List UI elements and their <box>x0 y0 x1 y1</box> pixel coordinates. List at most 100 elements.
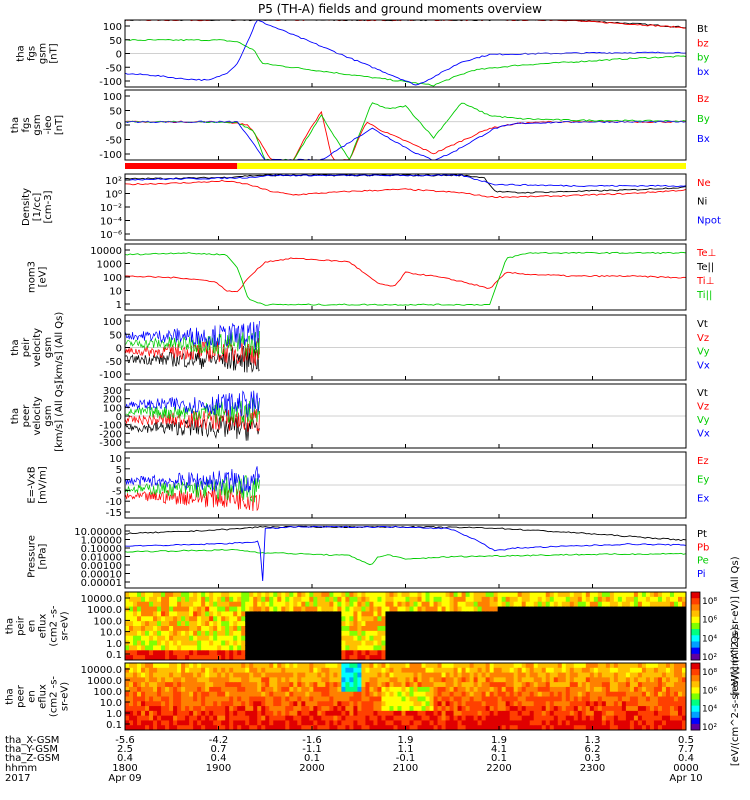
spectrogram-cell <box>301 667 306 674</box>
series-line-Bz <box>125 110 686 160</box>
spectrogram-cell <box>381 701 386 707</box>
spectrogram-cell <box>497 592 503 598</box>
spectrogram-cell <box>593 677 599 683</box>
spectrogram-cell <box>557 686 563 693</box>
spectrogram-cell <box>153 672 158 678</box>
spectrogram-cell <box>345 710 350 717</box>
spectrogram-cell <box>297 645 302 651</box>
spectrogram-cell <box>409 667 415 674</box>
spectrogram-cell <box>329 621 334 627</box>
spectrogram-cell <box>225 592 230 598</box>
spectrogram-cell <box>133 606 138 612</box>
spectrogram-cell <box>129 655 134 660</box>
spectrogram-cell <box>325 635 330 642</box>
spectrogram-cell <box>401 677 406 683</box>
spectrogram-cell <box>429 667 435 674</box>
spectrogram-cell <box>433 686 439 693</box>
spectrogram-cell <box>205 725 210 730</box>
spectrogram-cell <box>565 655 571 660</box>
spectrogram-cell <box>541 596 547 603</box>
spectrogram-cell <box>245 720 250 726</box>
spectrogram-cell <box>373 621 378 627</box>
spectrogram-cell <box>605 645 611 651</box>
colorbar-segment <box>691 681 700 688</box>
spectrogram-cell <box>345 592 350 598</box>
spectrogram-cell <box>201 592 206 598</box>
spectrogram-cell <box>253 706 258 712</box>
spectrogram-cell <box>165 596 170 603</box>
spectrogram-cell <box>569 677 575 683</box>
spectrogram-cell <box>205 706 210 712</box>
spectrogram-cell <box>497 611 503 617</box>
spectrogram-cell <box>445 640 451 646</box>
spectrogram-cell <box>613 596 619 603</box>
spectrogram-cell <box>649 645 655 651</box>
spectrogram-cell <box>549 677 555 683</box>
spectrogram-cell <box>641 696 647 702</box>
spectrogram-cell <box>305 640 310 646</box>
spectrogram-cell <box>297 626 302 632</box>
spectrogram-cell <box>585 701 591 707</box>
spectrogram-cell <box>581 630 587 637</box>
spectrogram-cell <box>245 677 250 683</box>
spectrogram-cell <box>237 650 242 656</box>
spectrogram-cell <box>429 706 435 712</box>
spectrogram-cell <box>489 630 495 637</box>
spectrogram-cell <box>373 592 378 598</box>
spectrogram-cell <box>661 596 667 603</box>
spectrogram-cell <box>601 601 607 608</box>
spectrogram-cell <box>389 655 394 660</box>
spectrogram-cell <box>305 701 310 707</box>
spectrogram-cell <box>389 701 394 707</box>
spectrogram-cell <box>285 655 290 660</box>
spectrogram-cell <box>241 706 246 712</box>
spectrogram-cell <box>485 710 491 717</box>
y-axis-label: en <box>27 620 38 633</box>
spectrogram-cell <box>329 650 334 656</box>
spectrogram-cell <box>673 667 679 674</box>
spectrogram-cell <box>665 626 671 632</box>
spectrogram-cell <box>453 650 459 656</box>
spectrogram-cell <box>209 677 214 683</box>
spectrogram-cell <box>601 592 607 598</box>
spectrogram-cell <box>681 616 686 622</box>
spectrogram-cell <box>473 715 479 721</box>
spectrogram-cell <box>365 606 370 612</box>
spectrogram-cell <box>309 677 314 683</box>
spectrogram-cell <box>313 720 318 726</box>
spectrogram-cell <box>161 601 166 608</box>
spectrogram-cell <box>549 655 555 660</box>
spectrogram-cell <box>273 663 278 669</box>
spectrogram-cell <box>173 606 178 612</box>
spectrogram-cell <box>173 701 178 707</box>
spectrogram-cell <box>177 635 182 642</box>
spectrogram-cell <box>549 725 555 730</box>
spectrogram-cell <box>177 655 182 660</box>
spectrogram-cell <box>557 616 563 622</box>
spectrogram-cell <box>669 720 675 726</box>
spectrogram-cell <box>405 650 411 656</box>
spectrogram-cell <box>253 611 258 617</box>
spectrogram-cell <box>389 621 394 627</box>
spectrogram-cell <box>665 706 671 712</box>
spectrogram-cell <box>497 672 503 678</box>
colorbar-segment <box>691 598 700 605</box>
spectrogram-cell <box>537 616 543 622</box>
spectrogram-cell <box>657 701 663 707</box>
spectrogram-cell <box>293 635 298 642</box>
spectrogram-cell <box>301 616 306 622</box>
spectrogram-cell <box>501 710 507 717</box>
spectrogram-cell <box>485 592 491 598</box>
spectrogram-cell <box>645 701 651 707</box>
spectrogram-cell <box>277 596 282 603</box>
spectrogram-cell <box>561 715 567 721</box>
spectrogram-cell <box>181 710 186 717</box>
spectrogram-cell <box>321 696 326 702</box>
spectrogram-cell <box>345 635 350 642</box>
spectrogram-cell <box>673 630 679 637</box>
spectrogram-cell <box>469 601 475 608</box>
spectrogram-cell <box>165 720 170 726</box>
plot-area-efield <box>125 466 686 512</box>
y-tick-label: -100 <box>99 370 122 381</box>
spectrogram-cell <box>621 691 627 697</box>
